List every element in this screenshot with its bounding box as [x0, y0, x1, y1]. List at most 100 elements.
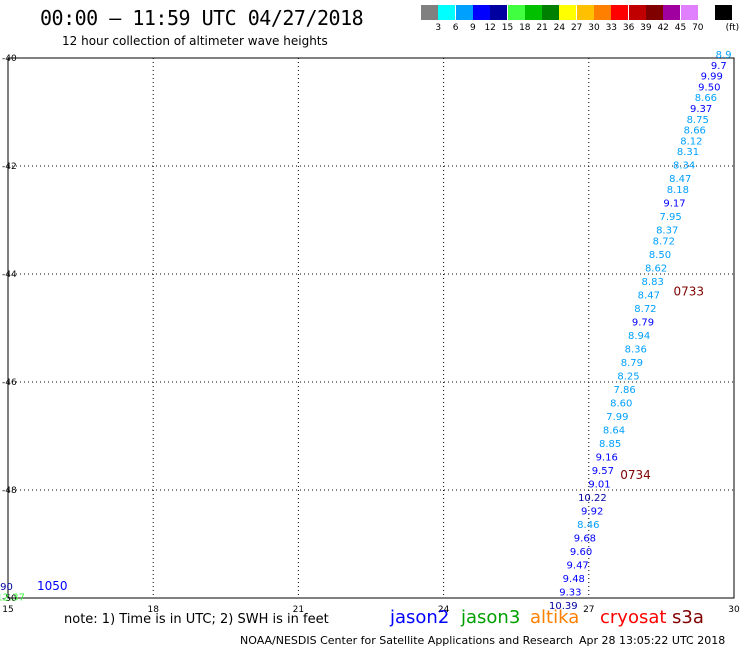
- wave-height-label: 8.31: [677, 147, 699, 158]
- color-swatch: [715, 5, 733, 20]
- wave-height-label: 8.47: [638, 290, 660, 301]
- wave-height-label: 9.33: [559, 587, 581, 598]
- color-scale-label: 33: [605, 23, 618, 33]
- wave-height-label: 10.22: [578, 493, 607, 504]
- color-swatch: [455, 5, 473, 20]
- wave-height-label: 8.94: [628, 331, 650, 342]
- y-tick-label: -42: [2, 162, 17, 172]
- color-scale-label: 3: [435, 23, 442, 33]
- color-swatch: [628, 5, 646, 20]
- color-scale-label: 21: [536, 23, 548, 33]
- color-swatch: [490, 5, 508, 20]
- wave-height-label: 9.01: [588, 479, 610, 490]
- color-swatch: [559, 5, 577, 20]
- color-scale-label: 15: [501, 23, 514, 33]
- color-scale-label: 24: [553, 23, 566, 33]
- wave-height-label: 8.12: [680, 136, 702, 147]
- y-tick-label: -44: [2, 270, 17, 280]
- x-tick-label: 21: [293, 605, 304, 615]
- color-scale-label: 36: [622, 23, 635, 33]
- wave-height-label: 7.99: [606, 412, 628, 423]
- plot-frame: [7, 57, 735, 599]
- wave-height-label: 8.72: [634, 304, 656, 315]
- chart-subtitle: 12 hour collection of altimeter wave hei…: [62, 34, 328, 48]
- wave-height-label: 8.37: [656, 226, 678, 237]
- wave-height-label: 12.37: [0, 593, 25, 604]
- legend-cryosat: cryosat: [600, 607, 667, 628]
- legend-note: note: 1) Time is in UTC; 2) SWH is in fe…: [64, 612, 329, 627]
- color-swatch: [542, 5, 560, 20]
- color-scale-label: 39: [640, 23, 652, 33]
- color-swatch: [594, 5, 611, 20]
- color-scale-label: 9: [470, 23, 476, 33]
- wave-height-label: 7.86: [613, 385, 635, 396]
- wave-height-label: 8.66: [684, 126, 706, 137]
- legend-jason2: jason2: [390, 607, 450, 628]
- wave-height-label: 8.36: [625, 344, 647, 355]
- wave-height-label: 9.37: [690, 104, 712, 115]
- color-swatch: [421, 5, 438, 20]
- color-scale-label: 12: [484, 23, 496, 33]
- color-swatch: [645, 5, 663, 20]
- wave-height-label: 9.79: [632, 317, 654, 328]
- wave-height-label: 8.85: [599, 439, 621, 450]
- y-tick-label: -40: [2, 54, 17, 64]
- wave-height-label: 8.75: [687, 115, 709, 126]
- wave-height-label: 10.39: [549, 601, 578, 612]
- wave-height-label: 7.95: [659, 212, 681, 223]
- wave-height-label: 9.92: [581, 506, 603, 517]
- color-swatch: [680, 5, 698, 20]
- color-swatch: [524, 5, 542, 20]
- wave-height-label: 8.46: [577, 520, 599, 531]
- wave-height-label: 9.60: [570, 547, 592, 558]
- color-scale-label: 27: [570, 23, 583, 33]
- wave-height-label: 8.66: [695, 93, 717, 104]
- color-swatch: [611, 5, 629, 20]
- wave-height-label: 8.47: [669, 174, 691, 185]
- wave-height-label: 9.47: [567, 560, 589, 571]
- wave-height-label: 8.79: [621, 358, 643, 369]
- wave-height-label: 9.68: [574, 533, 596, 544]
- chart-title: 00:00 – 11:59 UTC 04/27/2018: [40, 6, 364, 30]
- x-tick-label: 30: [728, 605, 740, 615]
- color-swatch: [438, 5, 456, 20]
- wave-height-label: 8.60: [610, 398, 632, 409]
- color-swatch: [663, 5, 681, 20]
- legend-altika: altika: [530, 607, 580, 628]
- color-scale-label: 45: [674, 23, 687, 33]
- wave-height-label: 9.50: [698, 82, 720, 93]
- wave-height-label: 8.64: [603, 425, 625, 436]
- x-tick-label: 15: [2, 605, 13, 615]
- color-swatch: [472, 5, 490, 20]
- wave-height-label: 9.48: [563, 574, 585, 585]
- pass-time-label: 1050: [37, 579, 68, 593]
- color-swatch: [697, 5, 715, 20]
- x-tick-label: 24: [438, 605, 450, 615]
- wave-height-label: 8.25: [617, 371, 639, 382]
- wave-height-label: 8.83: [642, 277, 664, 288]
- x-tick-label: 18: [147, 605, 159, 615]
- color-scale-label: 18: [519, 23, 531, 33]
- color-scale-label: 6: [452, 23, 459, 33]
- color-swatch: [576, 5, 594, 20]
- color-scale-label: 42: [657, 23, 669, 33]
- y-tick-label: -50: [2, 594, 17, 604]
- wave-height-label: 8.9: [716, 50, 732, 61]
- y-tick-label: -48: [2, 486, 17, 496]
- wave-height-label: 9.16: [596, 452, 618, 463]
- color-scale-label: 70: [692, 23, 704, 33]
- wave-height-label: 9.99: [701, 72, 723, 83]
- pass-time-label: 0734: [620, 468, 651, 482]
- wave-height-label: 8.72: [653, 236, 675, 247]
- y-tick-label: -46: [2, 378, 17, 388]
- wave-height-label: 8.34: [673, 161, 695, 172]
- pass-time-label: 0733: [674, 285, 705, 299]
- color-scale-label: 30: [588, 23, 600, 33]
- color-scale-unit: (ft): [725, 23, 740, 33]
- wave-height-label: 8.50: [649, 250, 671, 261]
- legend-jason3: jason3: [461, 607, 521, 628]
- x-tick-label: 27: [583, 605, 594, 615]
- footer-credit: NOAA/NESDIS Center for Satellite Applica…: [240, 634, 574, 647]
- wave-height-label: 9.57: [592, 466, 614, 477]
